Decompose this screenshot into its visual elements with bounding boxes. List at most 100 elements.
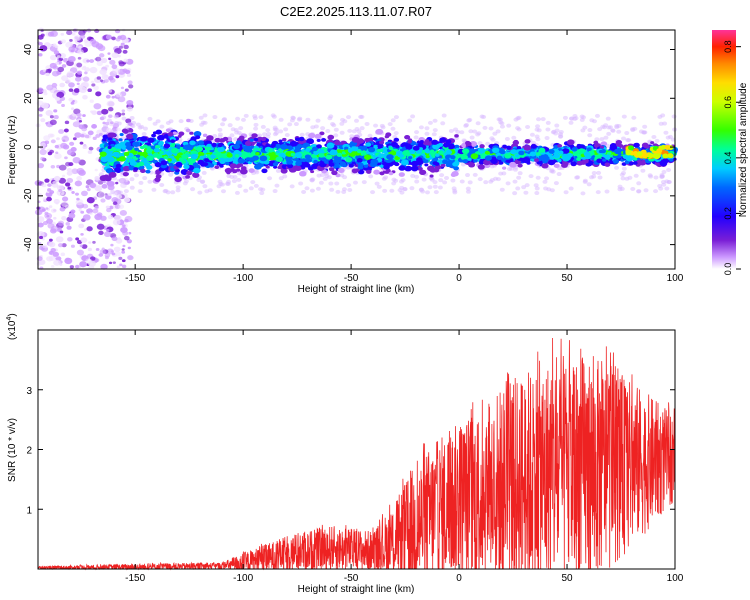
noise-cell xyxy=(115,92,123,98)
signal-cell xyxy=(447,143,455,150)
halo-cell xyxy=(544,136,550,141)
signal-cell xyxy=(529,151,537,157)
noise-cell xyxy=(84,134,90,139)
signal-cell xyxy=(434,164,442,170)
halo-cell xyxy=(147,116,153,121)
signal-cell xyxy=(193,167,201,174)
signal-cell xyxy=(336,152,343,157)
signal-cell xyxy=(134,147,139,151)
halo-cell xyxy=(234,190,240,195)
noise-cell xyxy=(127,255,134,261)
halo-cell xyxy=(530,140,536,145)
noise-cell xyxy=(81,81,90,88)
noise-cell xyxy=(66,149,75,156)
peak-cell xyxy=(662,153,669,159)
signal-cell xyxy=(109,132,117,138)
halo-cell xyxy=(535,124,541,129)
noise-cell xyxy=(124,88,129,92)
colorbar-ticks: 0.0 0.2 0.4 0.6 0.8 xyxy=(723,40,741,275)
signal-cell xyxy=(400,159,409,166)
signal-cell xyxy=(379,140,385,145)
halo-cell xyxy=(603,135,609,140)
halo-cell xyxy=(334,181,340,186)
halo-cell xyxy=(666,168,672,173)
noise-cell xyxy=(108,261,113,265)
halo-cell xyxy=(489,136,495,141)
noise-cell xyxy=(94,205,99,209)
x-tick-label: 50 xyxy=(561,573,573,584)
signal-cell xyxy=(153,147,160,153)
halo-cell xyxy=(662,121,668,126)
halo-cell xyxy=(536,117,542,122)
signal-cell xyxy=(332,159,338,163)
noise-cell xyxy=(82,114,86,118)
halo-cell xyxy=(633,173,639,178)
noise-cell xyxy=(60,32,65,36)
noise-cell xyxy=(43,92,48,96)
signal-cell xyxy=(562,148,570,154)
signal-cell xyxy=(530,144,537,149)
noise-cell xyxy=(39,45,48,52)
signal-cell xyxy=(233,149,241,155)
halo-cell xyxy=(305,117,311,122)
signal-cell xyxy=(275,156,284,163)
halo-cell xyxy=(636,189,642,194)
noise-cell xyxy=(55,96,61,101)
signal-cell xyxy=(290,152,296,157)
halo-cell xyxy=(529,132,535,137)
halo-cell xyxy=(129,115,135,120)
signal-cell xyxy=(154,162,162,168)
halo-cell xyxy=(177,139,183,144)
signal-cell xyxy=(378,149,384,153)
halo-cell xyxy=(359,126,365,131)
halo-cell xyxy=(101,115,107,120)
signal-cell xyxy=(469,148,476,153)
signal-cell xyxy=(588,160,593,164)
halo-cell xyxy=(155,119,161,124)
halo-cell xyxy=(515,186,521,191)
x-tick-label: 0 xyxy=(456,273,462,284)
signal-cell xyxy=(452,161,460,167)
signal-cell xyxy=(615,139,623,145)
signal-cell xyxy=(145,169,151,174)
signal-cell xyxy=(99,151,107,157)
signal-cell xyxy=(167,131,174,137)
noise-cell xyxy=(78,29,86,36)
halo-cell xyxy=(671,114,677,119)
noise-cell xyxy=(36,262,42,266)
signal-cell xyxy=(454,134,459,138)
noise-cell xyxy=(111,52,119,59)
halo-cell xyxy=(582,178,588,183)
halo-cell xyxy=(265,128,271,133)
signal-cell xyxy=(596,158,603,164)
signal-cell xyxy=(618,143,624,148)
snr-line xyxy=(37,337,676,571)
halo-cell xyxy=(301,189,307,194)
signal-cell xyxy=(407,156,413,160)
signal-cell xyxy=(128,122,133,126)
halo-cell xyxy=(636,181,642,186)
noise-cell xyxy=(48,241,56,248)
noise-cell xyxy=(57,220,65,226)
signal-cell xyxy=(462,159,468,164)
halo-cell xyxy=(381,176,387,181)
halo-cell xyxy=(589,118,595,123)
halo-cell xyxy=(342,119,348,124)
signal-cell xyxy=(272,162,279,167)
signal-cell xyxy=(165,128,171,133)
noise-cell xyxy=(82,76,90,82)
halo-cell xyxy=(433,190,439,195)
halo-cell xyxy=(197,190,203,195)
halo-cell xyxy=(283,127,289,132)
halo-cell xyxy=(374,181,380,186)
noise-cell xyxy=(38,242,42,245)
signal-cell xyxy=(178,131,185,136)
signal-cell xyxy=(159,141,164,145)
noise-cell xyxy=(76,82,80,86)
signal-cell xyxy=(434,162,440,166)
noise-cell xyxy=(61,103,65,107)
noise-cell xyxy=(66,225,72,230)
noise-cell xyxy=(70,209,76,214)
signal-cell xyxy=(195,146,204,152)
noise-cell xyxy=(109,59,116,65)
